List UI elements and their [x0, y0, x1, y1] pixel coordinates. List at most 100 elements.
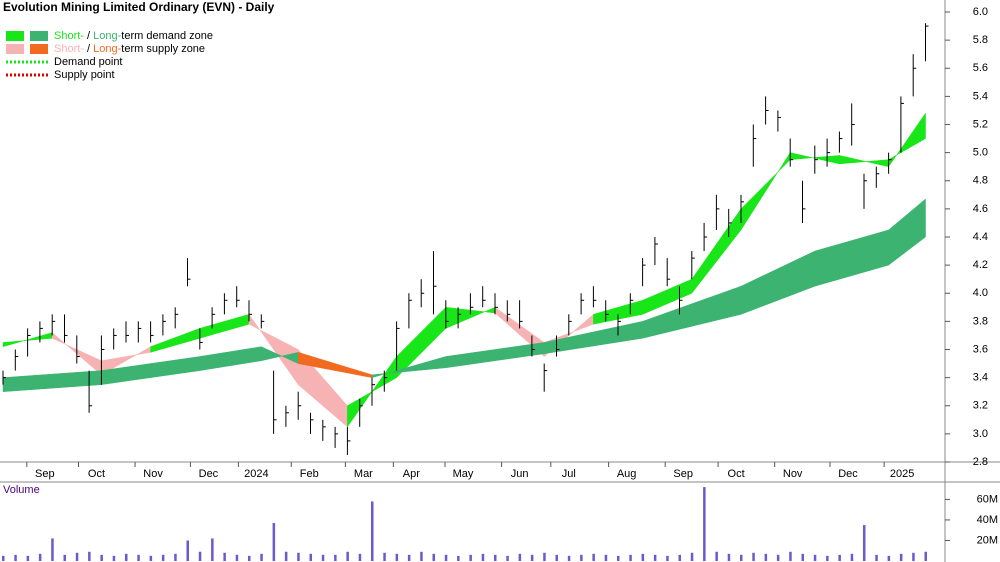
- legend-swatch: [30, 44, 48, 54]
- volume-bar: [481, 553, 485, 561]
- y-tick-label: 3.4: [973, 372, 988, 384]
- chart-title: Evolution Mining Limited Ordinary (EVN) …: [3, 0, 275, 14]
- legend-text: Supply point: [54, 69, 115, 81]
- volume-bar: [26, 555, 30, 561]
- volume-bar: [63, 554, 66, 561]
- volume-bar: [149, 555, 153, 561]
- legend-label: Short- / Long-term demand zone: [54, 30, 213, 42]
- y-tick-label: 5.4: [973, 90, 988, 102]
- x-tick-label: Nov: [783, 468, 803, 480]
- volume-bar: [2, 555, 5, 561]
- volume-bar: [51, 538, 54, 561]
- volume-bar: [14, 554, 17, 561]
- volume-bar: [125, 553, 128, 561]
- y-tick-label: 4.0: [973, 287, 988, 299]
- x-tick-label: Mar: [354, 468, 373, 480]
- y-tick-label: 3.6: [973, 343, 988, 355]
- volume-bar: [604, 554, 608, 561]
- x-tick-label: Apr: [403, 468, 420, 480]
- volume-bar: [444, 554, 448, 561]
- volume-bar: [38, 553, 42, 561]
- x-tick-label: Jul: [562, 468, 576, 480]
- volume-bar: [137, 554, 140, 561]
- x-tick-label: Dec: [838, 468, 858, 480]
- legend-text: /: [84, 30, 93, 42]
- volume-bar: [592, 553, 595, 561]
- x-tick-label: Dec: [199, 468, 219, 480]
- volume-bar: [875, 554, 878, 561]
- volume-bar: [924, 551, 927, 561]
- x-tick-label: Feb: [300, 468, 319, 480]
- x-tick-label: Oct: [88, 468, 105, 480]
- x-tick-label: Aug: [617, 468, 637, 480]
- volume-bar: [617, 555, 620, 561]
- volume-bar: [198, 551, 202, 561]
- volume-bar: [715, 551, 718, 561]
- volume-bar: [530, 554, 534, 561]
- volume-bar: [899, 553, 903, 561]
- volume-bar: [850, 553, 854, 561]
- volume-bar: [112, 555, 116, 561]
- y-tick-label: 6.0: [973, 6, 988, 18]
- legend-text: Demand point: [54, 56, 123, 68]
- x-tick-label: Oct: [728, 468, 745, 480]
- x-tick-label: May: [453, 468, 474, 480]
- legend-text: term supply zone: [121, 43, 205, 55]
- x-tick-label: Sep: [35, 468, 55, 480]
- volume-label: Volume: [3, 484, 40, 496]
- volume-bar: [752, 552, 755, 561]
- volume-bar: [641, 553, 645, 561]
- volume-bar: [580, 554, 583, 561]
- volume-bar: [653, 554, 657, 561]
- y-tick-label: 5.2: [973, 118, 988, 130]
- volume-bar: [543, 552, 546, 561]
- volume-bar: [740, 554, 743, 561]
- y-tick-label: 4.6: [973, 203, 988, 215]
- volume-bar: [506, 555, 509, 561]
- legend-text: Long-: [93, 30, 121, 42]
- legend-text: Long-: [93, 43, 121, 55]
- volume-bar: [223, 552, 226, 561]
- zone-segment: [888, 198, 926, 266]
- y-tick-label: 5.6: [973, 62, 988, 74]
- volume-bar: [383, 552, 386, 561]
- volume-bar: [371, 501, 374, 561]
- volume-bar: [395, 553, 399, 561]
- volume-bar: [88, 551, 91, 561]
- volume-bar: [838, 554, 841, 561]
- legend-swatch: [30, 31, 48, 41]
- y-tick-label: 3.8: [973, 315, 988, 327]
- legend-label: Demand point: [54, 56, 123, 68]
- volume-bar: [567, 555, 571, 561]
- volume-bar: [248, 555, 251, 561]
- volume-bar: [260, 553, 263, 561]
- volume-bar: [826, 555, 829, 561]
- y-tick-label: 5.8: [973, 34, 988, 46]
- volume-bar: [457, 555, 460, 561]
- volume-bar: [801, 553, 804, 561]
- volume-bar: [887, 555, 891, 561]
- legend-text: /: [84, 43, 93, 55]
- volume-bar: [100, 554, 103, 561]
- volume-bar: [334, 554, 337, 561]
- volume-bar: [346, 551, 349, 561]
- y-tick-label: 4.4: [973, 231, 988, 243]
- volume-bar: [666, 555, 669, 561]
- volume-bar: [420, 551, 423, 561]
- y-tick-label: 2.8: [973, 456, 988, 468]
- legend-label: Supply point: [54, 69, 115, 81]
- y-tick-label: 4.8: [973, 175, 988, 187]
- y-tick-label: 3.0: [973, 428, 988, 440]
- x-tick-label: Nov: [143, 468, 163, 480]
- volume-bar: [186, 540, 189, 561]
- volume-bar: [75, 552, 79, 561]
- volume-bar: [678, 554, 681, 561]
- volume-bar: [776, 554, 780, 561]
- y-tick-label: 5.0: [973, 147, 988, 159]
- volume-bar: [174, 553, 177, 561]
- volume-bar: [690, 552, 694, 561]
- volume-tick-label: 40M: [977, 514, 998, 526]
- volume-bar: [555, 554, 558, 561]
- volume-bar: [629, 554, 632, 561]
